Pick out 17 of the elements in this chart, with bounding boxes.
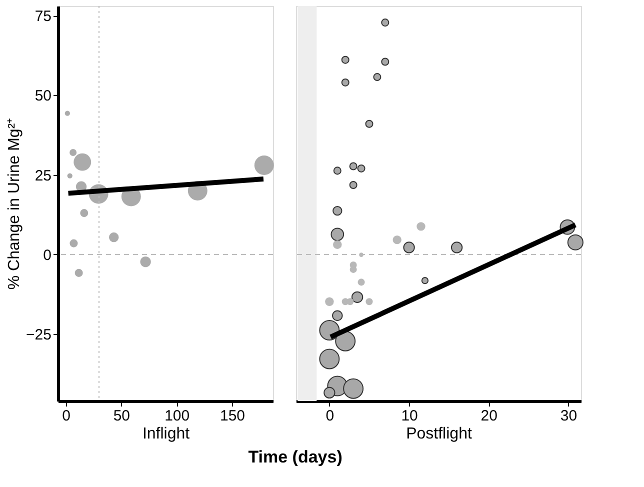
x-tick-label: 50: [113, 408, 130, 424]
y-tick-label: −25: [26, 326, 52, 344]
y-tick-label: 0: [43, 246, 52, 264]
x-tick-label: 0: [326, 408, 334, 424]
y-axis-title: % Change in Urine Mg²⁺: [6, 118, 24, 290]
x-tick-label: 100: [164, 408, 190, 424]
x-axis-title: Postflight: [406, 426, 472, 442]
y-tick-label: 75: [34, 8, 52, 26]
x-axis-title: Inflight: [142, 426, 190, 442]
x-tick-label: 10: [401, 408, 418, 424]
x-tick-label: 150: [220, 408, 246, 424]
x-tick-label: 0: [62, 408, 70, 424]
x-tick-label: 30: [560, 408, 578, 424]
x-tick-label: 20: [480, 408, 498, 424]
text: Time (days): [248, 448, 342, 466]
y-tick-label: 25: [34, 167, 52, 184]
y-tick-label: 50: [34, 88, 52, 105]
